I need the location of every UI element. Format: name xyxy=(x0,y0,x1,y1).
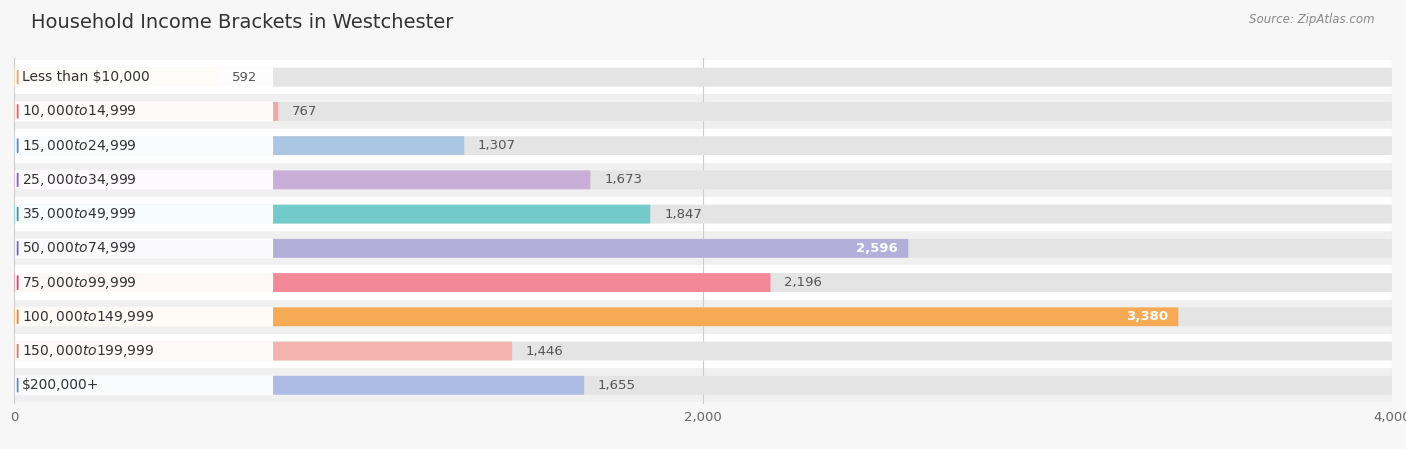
Text: 1,307: 1,307 xyxy=(478,139,516,152)
Text: 1,673: 1,673 xyxy=(605,173,643,186)
FancyBboxPatch shape xyxy=(14,308,1178,326)
Text: 1,847: 1,847 xyxy=(664,207,702,220)
FancyBboxPatch shape xyxy=(14,342,1392,361)
Text: $10,000 to $14,999: $10,000 to $14,999 xyxy=(21,103,136,119)
Text: 592: 592 xyxy=(232,70,257,84)
Text: $50,000 to $74,999: $50,000 to $74,999 xyxy=(21,240,136,256)
Text: $200,000+: $200,000+ xyxy=(21,378,100,392)
FancyBboxPatch shape xyxy=(14,376,1392,395)
FancyBboxPatch shape xyxy=(14,68,218,87)
Text: 1,446: 1,446 xyxy=(526,344,564,357)
FancyBboxPatch shape xyxy=(0,197,1406,231)
Text: $25,000 to $34,999: $25,000 to $34,999 xyxy=(21,172,136,188)
FancyBboxPatch shape xyxy=(14,170,273,190)
Text: Household Income Brackets in Westchester: Household Income Brackets in Westchester xyxy=(31,13,453,32)
FancyBboxPatch shape xyxy=(14,342,512,361)
FancyBboxPatch shape xyxy=(14,238,273,258)
FancyBboxPatch shape xyxy=(14,68,1392,87)
FancyBboxPatch shape xyxy=(0,60,1406,94)
FancyBboxPatch shape xyxy=(0,94,1406,128)
FancyBboxPatch shape xyxy=(14,204,273,224)
FancyBboxPatch shape xyxy=(14,136,464,155)
FancyBboxPatch shape xyxy=(14,273,1392,292)
Text: 2,196: 2,196 xyxy=(785,276,823,289)
FancyBboxPatch shape xyxy=(14,376,583,395)
FancyBboxPatch shape xyxy=(0,163,1406,197)
Text: $100,000 to $149,999: $100,000 to $149,999 xyxy=(21,309,155,325)
FancyBboxPatch shape xyxy=(14,102,278,121)
FancyBboxPatch shape xyxy=(14,273,273,292)
FancyBboxPatch shape xyxy=(14,205,651,224)
FancyBboxPatch shape xyxy=(14,136,1392,155)
FancyBboxPatch shape xyxy=(14,239,908,258)
Text: Less than $10,000: Less than $10,000 xyxy=(21,70,149,84)
FancyBboxPatch shape xyxy=(14,171,1392,189)
Text: $15,000 to $24,999: $15,000 to $24,999 xyxy=(21,138,136,154)
FancyBboxPatch shape xyxy=(14,308,1392,326)
FancyBboxPatch shape xyxy=(0,368,1406,402)
FancyBboxPatch shape xyxy=(0,334,1406,368)
FancyBboxPatch shape xyxy=(14,171,591,189)
FancyBboxPatch shape xyxy=(0,128,1406,163)
FancyBboxPatch shape xyxy=(14,102,1392,121)
FancyBboxPatch shape xyxy=(14,67,273,87)
FancyBboxPatch shape xyxy=(14,307,273,327)
Text: $75,000 to $99,999: $75,000 to $99,999 xyxy=(21,275,136,291)
Text: $35,000 to $49,999: $35,000 to $49,999 xyxy=(21,206,136,222)
Text: $150,000 to $199,999: $150,000 to $199,999 xyxy=(21,343,155,359)
FancyBboxPatch shape xyxy=(14,239,1392,258)
FancyBboxPatch shape xyxy=(0,231,1406,265)
Text: 767: 767 xyxy=(292,105,318,118)
Text: 3,380: 3,380 xyxy=(1126,310,1168,323)
FancyBboxPatch shape xyxy=(14,273,770,292)
FancyBboxPatch shape xyxy=(0,265,1406,299)
FancyBboxPatch shape xyxy=(14,205,1392,224)
FancyBboxPatch shape xyxy=(14,136,273,155)
Text: 1,655: 1,655 xyxy=(598,379,636,392)
FancyBboxPatch shape xyxy=(0,299,1406,334)
FancyBboxPatch shape xyxy=(14,341,273,361)
Text: 2,596: 2,596 xyxy=(856,242,898,255)
Text: Source: ZipAtlas.com: Source: ZipAtlas.com xyxy=(1250,13,1375,26)
FancyBboxPatch shape xyxy=(14,101,273,121)
FancyBboxPatch shape xyxy=(14,375,273,395)
